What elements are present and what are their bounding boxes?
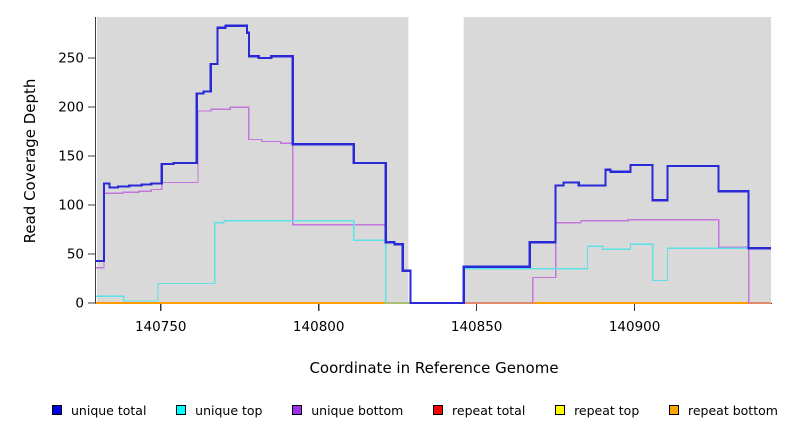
y-tick-label: 200 [58, 100, 84, 116]
legend-item: repeat total [433, 403, 525, 418]
legend-item: repeat top [555, 403, 639, 418]
legend-item: unique top [176, 403, 262, 418]
x-tick-label: 140850 [451, 319, 503, 335]
series-unique-bottom [96, 106, 772, 304]
series-unique-total [96, 24, 772, 305]
legend-label: unique bottom [311, 402, 404, 418]
legend-label: repeat bottom [688, 402, 778, 418]
x-tick-label: 140750 [135, 319, 187, 335]
legend-swatch [669, 405, 679, 415]
y-tick-label: 150 [58, 149, 84, 165]
plot-background-band [463, 17, 772, 303]
y-tick-label: 250 [58, 51, 84, 67]
legend-swatch [555, 405, 566, 415]
legend-item: unique total [52, 403, 146, 418]
x-axis-title: Coordinate in Reference Genome [309, 359, 559, 377]
y-tick-label: 50 [67, 247, 84, 263]
legend-label: unique total [71, 402, 147, 418]
legend-swatch [52, 405, 62, 415]
legend-label: repeat top [574, 402, 640, 418]
y-tick-label: 100 [58, 198, 84, 214]
plot-background-band [96, 17, 409, 303]
legend-swatch [176, 405, 187, 415]
legend: unique total unique top unique bottom re… [0, 398, 792, 422]
legend-swatch [292, 405, 303, 415]
legend-swatch [433, 405, 444, 415]
y-axis-title: Read Coverage Depth [21, 78, 39, 244]
legend-item: unique bottom [292, 403, 403, 418]
x-tick-label: 140800 [293, 319, 345, 335]
legend-label: unique top [195, 402, 263, 418]
x-tick-label: 140900 [609, 319, 661, 335]
y-tick-label: 0 [75, 296, 84, 312]
legend-label: repeat total [452, 402, 526, 418]
legend-item: repeat bottom [669, 403, 778, 418]
